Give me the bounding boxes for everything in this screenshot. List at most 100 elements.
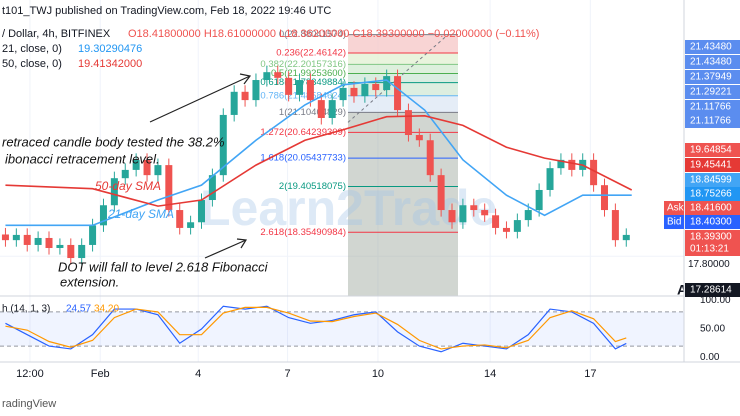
candle-body: [415, 135, 423, 141]
x-tick-label: Feb: [91, 368, 110, 380]
annotation: DOT will fall to level 2.618 Fibonacci: [58, 259, 269, 274]
fib-band: [348, 64, 458, 74]
moving-average: [5, 115, 633, 207]
stochastic-pane: h (14, 1, 3) 24.57 34.20: [0, 300, 687, 358]
candle-body: [611, 210, 619, 241]
moving-average: [5, 79, 632, 227]
series-label: 21-day SMA: [107, 207, 174, 221]
marker: A: [677, 282, 687, 298]
price-axis: 12:00 Feb 4 7 10 14 17 17.80000 21.43480 21.43480…: [0, 0, 740, 385]
price-tag: [685, 55, 740, 69]
price-tag: [685, 143, 740, 157]
candle-body: [154, 165, 162, 176]
y-tick-label: 17.80000: [688, 259, 730, 270]
x-tick-label: 7: [284, 368, 290, 380]
candle-body: [219, 114, 227, 176]
candle-body: [176, 210, 184, 228]
stoch-reading: 24.57: [66, 304, 91, 315]
plot: 21-day SMA 50-day SMA retraced candle body…: [1, 65, 633, 289]
arrow-head: [239, 73, 252, 85]
candle-body: [404, 110, 412, 136]
candle-body: [285, 77, 293, 95]
candle-body: [546, 168, 554, 190]
candle-body: [426, 140, 434, 176]
candle-body: [328, 100, 336, 118]
price-tag-label: 18.84599: [690, 175, 732, 186]
candle-body: [470, 205, 478, 211]
candle-body: [143, 159, 151, 176]
price-tag: [685, 85, 740, 99]
candle-body: [12, 234, 20, 241]
price-tag-label: 21.29221: [690, 87, 732, 98]
indicator-name: 21, close, 0): [2, 43, 62, 55]
candle-body: [394, 76, 402, 111]
side-tag-label: Bid: [667, 217, 681, 228]
candle-body: [252, 80, 260, 101]
ohlc: O18.41800000 H18.61000000 L18.36200000 C…: [128, 28, 539, 40]
arrow: [149, 75, 251, 123]
publish-info: t101_TWJ published on TradingView.com, F…: [2, 5, 331, 17]
fib-label: 0.382(22.20157316): [260, 59, 346, 70]
fib-label: 2.618(18.35490984): [260, 227, 346, 238]
candle-body: [296, 80, 304, 95]
annotation: extension.: [60, 274, 119, 289]
fib-label: 0(22.88041574): [279, 29, 346, 40]
price-tag-label: 18.41600: [690, 203, 732, 214]
fib-label: 1.618(20.05437733): [260, 153, 346, 164]
price-tag-label: 21.43480: [690, 57, 732, 68]
candle-body: [132, 159, 140, 170]
indicator-value: 19.41342000: [78, 58, 142, 70]
fib-band: [348, 34, 458, 53]
x-tick-label: 17: [584, 368, 596, 380]
candle-body: [524, 210, 532, 221]
candle-body: [89, 225, 97, 245]
price-tag-label: 21.37949: [690, 72, 732, 83]
candle-body: [437, 175, 445, 211]
x-tick-label: 10: [372, 368, 384, 380]
price-tag: [685, 40, 740, 54]
candle-body: [481, 210, 489, 216]
candle-body: [197, 200, 205, 223]
candle-body: [557, 159, 565, 169]
series-label: 50-day SMA: [95, 179, 161, 193]
candle-body: [67, 244, 75, 259]
price-tag: [685, 100, 740, 114]
candle-body: [306, 80, 314, 101]
price-tag: [685, 215, 740, 229]
fib-band: [348, 73, 458, 83]
fib-label: 1(21.10464829): [279, 107, 346, 118]
x-tick-label: 14: [484, 368, 496, 380]
side-tag: [664, 201, 684, 215]
price-tag: [685, 201, 740, 215]
indicator-name: 50, close, 0): [2, 58, 62, 70]
candle-body: [263, 72, 271, 81]
y-tick-label: 0.00: [700, 352, 720, 363]
candle-body: [121, 169, 129, 179]
price-tag: [685, 187, 740, 201]
price-tag: [685, 173, 740, 187]
candle-body: [317, 100, 325, 118]
candle-body: [230, 91, 238, 115]
candle-body: [492, 215, 500, 228]
fib-band: [348, 52, 458, 65]
candle-body: [361, 83, 369, 97]
candle-body: [535, 189, 543, 211]
price-tag-label: 18.40300: [690, 217, 732, 228]
annotation: ibonacci retracement level.: [5, 151, 160, 166]
price-tag: [685, 283, 740, 297]
side-tag: [664, 215, 684, 229]
fib-label: 0.5(21.99253600): [271, 68, 346, 79]
price-tag: [685, 114, 740, 128]
stoch-reading: 34.20: [94, 304, 119, 315]
candle-body: [208, 175, 216, 201]
arrow: [204, 239, 247, 259]
candle-body: [274, 72, 282, 78]
candle-body: [448, 210, 456, 223]
price-tag-label: 19.64854: [690, 145, 732, 156]
side-tag-label: Ask: [667, 203, 685, 214]
candle-body: [187, 222, 195, 228]
candle-body: [502, 227, 510, 232]
candle-body: [372, 83, 380, 91]
